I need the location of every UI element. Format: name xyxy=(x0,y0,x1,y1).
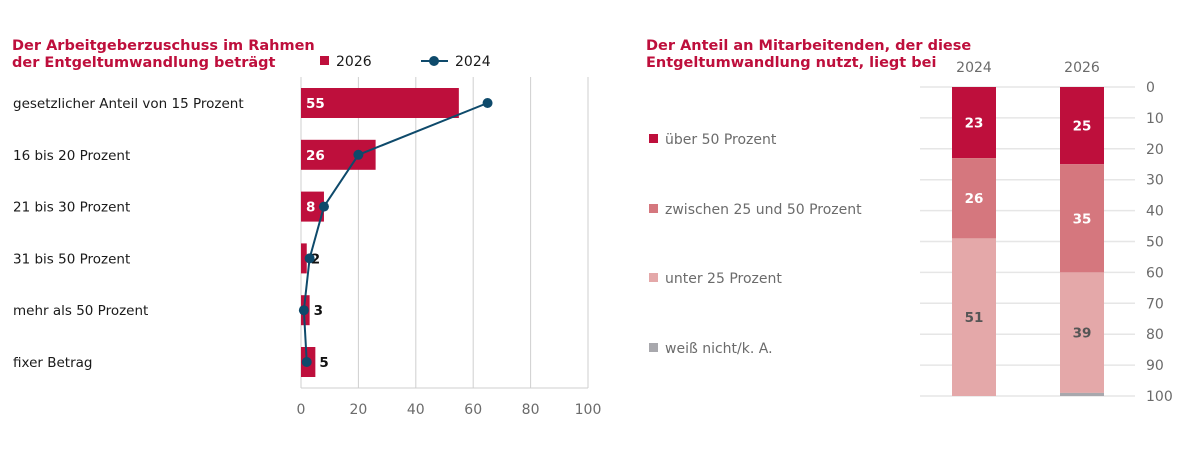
x-tick-label: 100 xyxy=(575,402,602,418)
bar-value-label: 5 xyxy=(319,355,328,371)
stacked-segment xyxy=(952,158,996,239)
stacked-segment xyxy=(952,87,996,159)
stacked-segment xyxy=(952,238,996,396)
y-tick-label: 40 xyxy=(1146,204,1164,220)
line-2024-point xyxy=(304,253,315,264)
stacked-segment xyxy=(1060,87,1104,165)
legend-2024-label: 2024 xyxy=(455,54,491,70)
y-tick-label: 10 xyxy=(1146,111,1164,127)
legend-label: weiß nicht/k. A. xyxy=(665,341,773,357)
bar-value-label: 3 xyxy=(314,303,323,319)
y-tick-label: 50 xyxy=(1146,235,1164,251)
segment-value-label: 23 xyxy=(965,116,984,132)
line-2024-point xyxy=(301,357,312,367)
line-2024-point xyxy=(482,98,493,108)
y-tick-label: 0 xyxy=(1146,80,1155,96)
y-tick-label: 30 xyxy=(1146,173,1164,189)
segment-value-label: 26 xyxy=(965,191,984,207)
stacked-segment xyxy=(1060,164,1104,273)
category-label: fixer Betrag xyxy=(13,355,92,371)
x-tick-label: 0 xyxy=(297,402,306,418)
bar-value-label: 55 xyxy=(306,96,325,112)
segment-value-label: 39 xyxy=(1073,326,1092,342)
legend-label: unter 25 Prozent xyxy=(665,271,782,287)
y-tick-label: 70 xyxy=(1146,296,1164,312)
line-2024 xyxy=(302,102,488,363)
column-category-label: 2024 xyxy=(956,60,992,76)
y-tick-label: 60 xyxy=(1146,265,1164,281)
bar-value-label: 2 xyxy=(311,251,320,267)
segment-value-label: 51 xyxy=(965,310,984,326)
legend-label: zwischen 25 und 50 Prozent xyxy=(665,202,862,218)
y-tick-label: 20 xyxy=(1146,142,1164,158)
category-label: 16 bis 20 Prozent xyxy=(13,148,130,164)
line-2024-point xyxy=(318,201,329,212)
left-chart: 0 20 40 60 80 100 gesetzlicher Anteil von 15 P… xyxy=(13,54,601,418)
segment-value-label: 25 xyxy=(1073,119,1092,135)
left-chart-title: Der Arbeitgeberzuschuss im Rahmen der En… xyxy=(12,38,315,71)
bar-2026 xyxy=(301,243,307,274)
y-tick-label: 80 xyxy=(1146,327,1164,343)
category-label: gesetzlicher Anteil von 15 Prozent xyxy=(13,96,244,112)
legend-2026-swatch xyxy=(320,56,329,65)
x-tick-label: 60 xyxy=(464,402,482,418)
category-label: mehr als 50 Prozent xyxy=(13,303,148,319)
y-tick-label: 100 xyxy=(1146,389,1173,405)
line-2024-point xyxy=(298,305,309,316)
x-tick-label: 40 xyxy=(407,402,425,418)
column-category-label: 2026 xyxy=(1064,60,1100,76)
category-label: 31 bis 50 Prozent xyxy=(13,251,130,267)
bar-2026 xyxy=(301,88,459,118)
segment-value-label: 35 xyxy=(1073,211,1092,227)
line-2024-point xyxy=(353,149,364,160)
bar-value-label: 8 xyxy=(306,200,315,216)
legend-2024-marker xyxy=(429,56,439,66)
legend-swatch xyxy=(649,204,658,213)
bar-value-label: 26 xyxy=(306,148,325,164)
category-label: 21 bis 30 Prozent xyxy=(13,200,130,216)
stacked-segment xyxy=(1060,272,1104,393)
x-tick-label: 80 xyxy=(522,402,540,418)
legend-swatch xyxy=(649,134,658,143)
y-tick-label: 90 xyxy=(1146,358,1164,374)
x-tick-label: 20 xyxy=(349,402,367,418)
right-chart-title: Der Anteil an Mitarbeitenden, der diese … xyxy=(646,38,972,71)
legend-swatch xyxy=(649,343,658,352)
stacked-segment xyxy=(1060,392,1104,396)
bar-2026 xyxy=(301,191,324,222)
right-chart: 0 10 20 30 40 50 60 70 80 90 100 2024 23 26 51 2026 25 35… xyxy=(649,60,1173,405)
legend-2026-label: 2026 xyxy=(336,54,372,70)
legend-label: über 50 Prozent xyxy=(665,132,777,148)
legend-swatch xyxy=(649,273,658,282)
